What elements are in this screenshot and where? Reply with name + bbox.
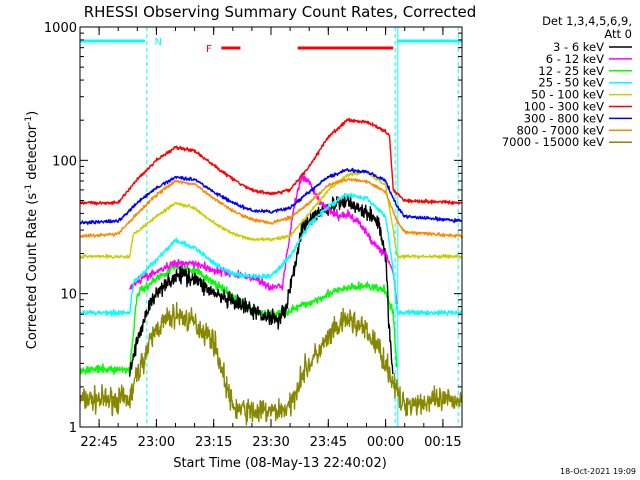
series-line-6 (79, 167, 463, 226)
y-tick-label: 100 (52, 154, 77, 169)
chart-title: RHESSI Observing Summary Count Rates, Co… (84, 3, 477, 21)
series-line-7 (79, 177, 463, 239)
series-line-5 (79, 117, 463, 206)
night-flag-label: N (154, 37, 161, 48)
series-line-8 (79, 302, 463, 426)
legend-label: 12 - 25 keV (538, 64, 604, 78)
legend-header-line-2: Att 0 (604, 27, 632, 41)
flare-flag-label: F (206, 44, 212, 55)
y-tick-label: 10 (60, 288, 77, 303)
axes: 1 10 100 1000 22:45 23:00 23:15 23:30 23:45 00:00… (44, 21, 463, 450)
flag-bars: NF (80, 27, 462, 427)
series-line-3 (79, 192, 463, 317)
legend-label: 300 - 800 keV (524, 111, 604, 125)
legend-label: 6 - 12 keV (546, 52, 604, 66)
x-tick-label: 22:45 (80, 435, 117, 450)
legend-label: 100 - 300 keV (524, 100, 604, 114)
x-tick-label: 00:15 (424, 435, 461, 450)
series-lines (79, 117, 463, 426)
legend-label: 50 - 100 keV (531, 88, 604, 102)
x-tick-label: 23:45 (310, 435, 347, 450)
x-tick-label: 23:15 (195, 435, 232, 450)
y-tick-label: 1 (69, 421, 77, 436)
legend-label: 800 - 7000 keV (516, 123, 604, 137)
y-tick-label: 1000 (44, 21, 77, 36)
x-tick-label: 00:00 (367, 435, 404, 450)
legend-label: 7000 - 15000 keV (502, 135, 604, 149)
plot-frame-fill (80, 27, 462, 427)
legend-header-line-1: Det 1,3,4,5,6,9, (542, 14, 632, 28)
series-line-4 (79, 170, 463, 260)
y-axis-label: Corrected Count Rate (s-1 detector-1) (24, 111, 40, 349)
legend-label: 25 - 50 keV (538, 76, 604, 90)
x-axis-label: Start Time (08-May-13 22:40:02) (173, 456, 387, 471)
legend-label: 3 - 6 keV (553, 40, 604, 54)
footer-date: 18-Oct-2021 19:09 (560, 467, 636, 476)
plot-area (80, 27, 462, 427)
series-line-1 (129, 174, 398, 305)
series-line-0 (129, 193, 394, 377)
x-tick-label: 23:00 (138, 435, 175, 450)
x-tick-label: 23:30 (252, 435, 289, 450)
